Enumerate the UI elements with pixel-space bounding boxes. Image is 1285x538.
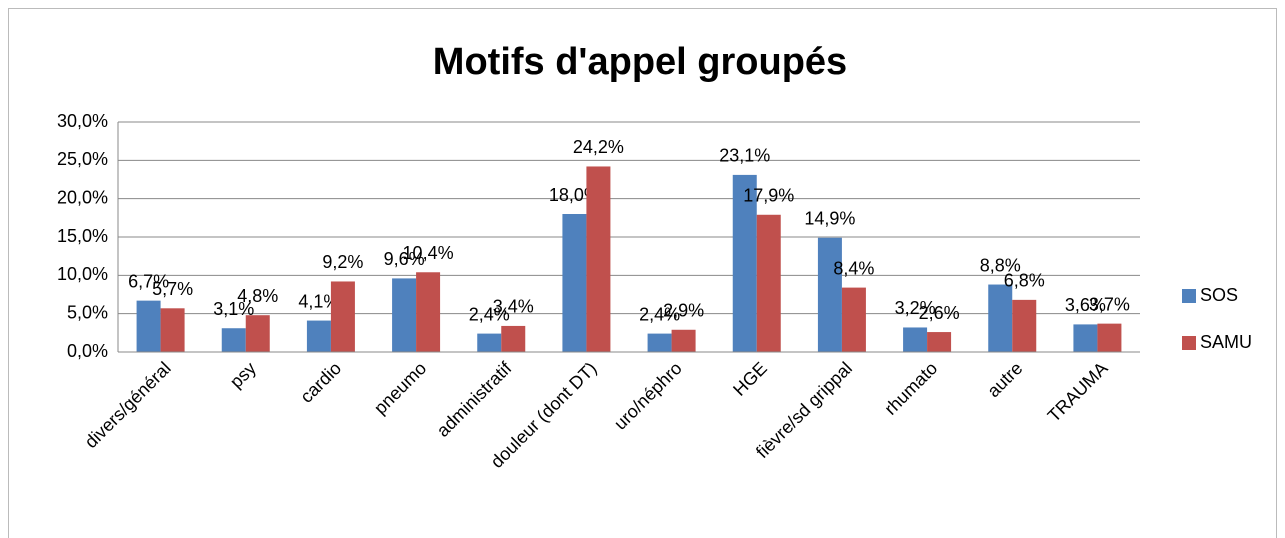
data-label: 3,7%	[1089, 294, 1130, 314]
data-label: 8,4%	[833, 258, 874, 278]
bar	[306, 320, 331, 352]
bar	[416, 272, 441, 352]
data-label: 4,8%	[237, 286, 278, 306]
x-tick-label: uro/néphro	[610, 358, 686, 434]
bar	[732, 174, 757, 352]
legend-swatch	[1182, 289, 1196, 303]
y-tick-label: 5,0%	[67, 302, 108, 322]
data-label: 10,4%	[403, 243, 454, 263]
bar	[817, 237, 842, 352]
legend-label: SAMU	[1200, 332, 1252, 352]
x-tick-label: rhumato	[880, 358, 941, 419]
bar	[586, 166, 611, 352]
bar	[160, 308, 185, 352]
data-label: 9,2%	[322, 252, 363, 272]
data-label: 5,7%	[152, 279, 193, 299]
data-label: 2,6%	[919, 303, 960, 323]
data-label: 9,6%	[384, 249, 425, 269]
x-tick-label: psy	[226, 358, 260, 392]
data-label: 2,4%	[639, 304, 680, 324]
bar	[477, 333, 502, 352]
bar	[501, 325, 526, 352]
data-label: 3,1%	[213, 299, 254, 319]
legend-swatch	[1182, 336, 1196, 350]
data-label: 3,6%	[1065, 295, 1106, 315]
bar	[756, 214, 781, 352]
data-label: 8,8%	[980, 255, 1021, 275]
data-label: 23,1%	[719, 146, 770, 166]
data-label: 3,2%	[895, 298, 936, 318]
bar	[841, 287, 866, 352]
bar	[1073, 324, 1098, 352]
y-tick-label: 10,0%	[57, 264, 108, 284]
bar	[671, 329, 696, 352]
data-label: 2,9%	[663, 301, 704, 321]
y-tick-label: 25,0%	[57, 149, 108, 169]
bar	[903, 327, 928, 352]
y-tick-label: 30,0%	[57, 111, 108, 131]
chart-frame	[8, 8, 1277, 538]
y-tick-label: 15,0%	[57, 226, 108, 246]
bar	[1012, 299, 1037, 352]
x-tick-label: HGE	[729, 358, 771, 400]
data-label: 2,4%	[469, 304, 510, 324]
chart-title: Motifs d'appel groupés	[433, 41, 847, 83]
x-tick-label: divers/général	[81, 358, 175, 452]
x-tick-label: administratif	[433, 357, 516, 440]
data-label: 17,9%	[743, 186, 794, 206]
bar	[562, 214, 587, 352]
bar	[392, 278, 417, 352]
legend-label: SOS	[1200, 285, 1238, 305]
bar	[330, 281, 355, 352]
x-tick-label: pneumo	[370, 358, 430, 418]
bar	[221, 328, 246, 352]
x-tick-label: TRAUMA	[1044, 358, 1112, 426]
y-tick-label: 0,0%	[67, 341, 108, 361]
x-tick-label: autre	[983, 358, 1026, 401]
bar	[647, 333, 672, 352]
bar	[988, 284, 1013, 352]
data-label: 6,8%	[1004, 271, 1045, 291]
data-label: 24,2%	[573, 137, 624, 157]
data-label: 4,1%	[298, 291, 339, 311]
data-label: 3,4%	[493, 297, 534, 317]
data-label: 6,7%	[128, 271, 169, 291]
bar	[1097, 323, 1122, 352]
x-tick-label: cardio	[296, 358, 345, 407]
bar	[245, 315, 270, 352]
bar	[927, 332, 952, 352]
bar	[136, 300, 161, 352]
y-tick-label: 20,0%	[57, 187, 108, 207]
data-label: 14,9%	[804, 209, 855, 229]
